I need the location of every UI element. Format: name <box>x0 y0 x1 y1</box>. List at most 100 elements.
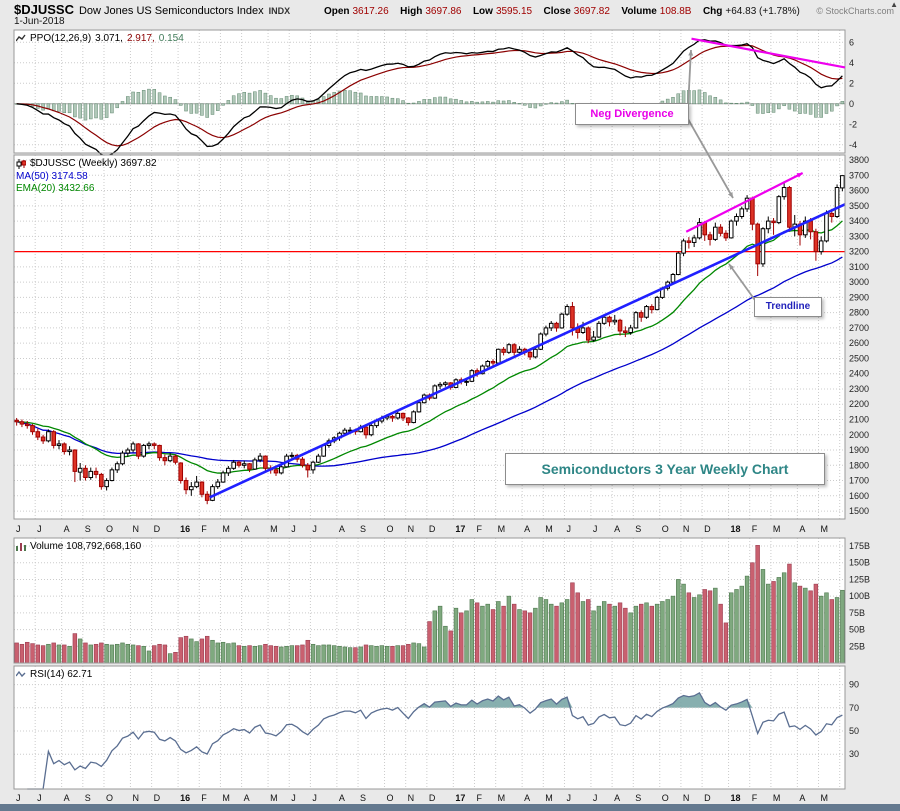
svg-text:2700: 2700 <box>849 323 869 333</box>
svg-text:2100: 2100 <box>849 414 869 424</box>
svg-text:50: 50 <box>849 726 859 736</box>
svg-text:D: D <box>429 793 436 803</box>
svg-text:O: O <box>106 524 113 534</box>
svg-text:F: F <box>201 793 207 803</box>
ppo-legend-label: PPO(12,26,9) <box>30 33 92 44</box>
svg-text:O: O <box>387 524 394 534</box>
neg-divergence-annotation: Neg Divergence <box>575 103 689 125</box>
svg-text:A: A <box>799 524 805 534</box>
svg-text:J: J <box>566 524 571 534</box>
svg-text:D: D <box>429 524 436 534</box>
chart-header: $DJUSSC Dow Jones US Semiconductors Index… <box>14 1 894 19</box>
ppo-indicator-icon <box>15 34 26 43</box>
svg-text:A: A <box>339 793 345 803</box>
close-label: Close <box>543 6 571 17</box>
svg-text:1700: 1700 <box>849 476 869 486</box>
svg-text:50B: 50B <box>849 625 865 635</box>
svg-text:M: M <box>545 524 553 534</box>
ppo-value-hist: 0.154 <box>158 33 184 44</box>
svg-text:2500: 2500 <box>849 353 869 363</box>
svg-text:6: 6 <box>849 37 854 47</box>
svg-text:18: 18 <box>731 524 741 534</box>
svg-text:A: A <box>64 524 70 534</box>
svg-text:J: J <box>312 524 317 534</box>
svg-text:F: F <box>752 524 758 534</box>
ema20-legend: EMA(20) 3432.66 <box>16 183 94 194</box>
index-name: Dow Jones US Semiconductors Index <box>78 5 264 17</box>
svg-text:A: A <box>244 524 250 534</box>
svg-text:M: M <box>773 793 781 803</box>
svg-text:M: M <box>773 524 781 534</box>
svg-text:N: N <box>683 793 690 803</box>
svg-text:A: A <box>64 793 70 803</box>
svg-text:N: N <box>683 524 690 534</box>
svg-text:M: M <box>821 524 829 534</box>
quote-block: Open 3617.26 High 3697.86 Low 3595.15 Close… <box>317 1 894 19</box>
rsi-legend: RSI(14) 62.71 <box>15 669 93 680</box>
svg-text:2400: 2400 <box>849 369 869 379</box>
svg-text:3800: 3800 <box>849 155 869 165</box>
svg-text:J: J <box>291 793 296 803</box>
svg-text:J: J <box>37 524 42 534</box>
svg-text:A: A <box>614 524 620 534</box>
svg-text:F: F <box>476 524 482 534</box>
svg-text:75B: 75B <box>849 608 865 618</box>
svg-text:S: S <box>360 524 366 534</box>
svg-text:-2: -2 <box>849 119 857 129</box>
svg-text:1600: 1600 <box>849 491 869 501</box>
svg-text:1900: 1900 <box>849 445 869 455</box>
svg-text:30: 30 <box>849 749 859 759</box>
volume-legend-label: Volume 108,792,668,160 <box>30 541 142 552</box>
open-label: Open <box>323 6 350 17</box>
svg-text:S: S <box>85 524 91 534</box>
svg-text:3400: 3400 <box>849 216 869 226</box>
chart-title-watermark: Semiconductors 3 Year Weekly Chart <box>505 453 825 485</box>
svg-text:O: O <box>387 793 394 803</box>
svg-text:A: A <box>799 793 805 803</box>
svg-text:N: N <box>408 524 415 534</box>
svg-text:A: A <box>244 793 250 803</box>
svg-text:J: J <box>312 793 317 803</box>
rsi-legend-label: RSI(14) 62.71 <box>30 669 93 680</box>
scroll-top-icon[interactable]: ▲ <box>890 0 898 9</box>
chg-label: Chg <box>702 6 723 17</box>
price-legend: $DJUSSC (Weekly) 3697.82 <box>16 158 157 169</box>
svg-text:M: M <box>821 793 829 803</box>
svg-text:16: 16 <box>180 524 190 534</box>
svg-text:-4: -4 <box>849 140 857 150</box>
svg-text:O: O <box>662 524 669 534</box>
svg-text:M: M <box>498 793 506 803</box>
svg-text:M: M <box>270 793 278 803</box>
low-value: 3595.15 <box>495 6 533 17</box>
svg-text:2000: 2000 <box>849 430 869 440</box>
svg-text:F: F <box>201 524 207 534</box>
svg-text:D: D <box>704 793 711 803</box>
svg-text:J: J <box>16 793 21 803</box>
ma50-legend-label: MA(50) 3174.58 <box>16 171 88 182</box>
svg-text:4: 4 <box>849 58 854 68</box>
svg-text:2300: 2300 <box>849 384 869 394</box>
svg-text:F: F <box>752 793 758 803</box>
svg-text:N: N <box>132 524 139 534</box>
svg-text:17: 17 <box>455 793 465 803</box>
svg-text:J: J <box>593 793 598 803</box>
svg-text:3100: 3100 <box>849 262 869 272</box>
svg-text:M: M <box>545 793 553 803</box>
svg-text:J: J <box>593 524 598 534</box>
svg-text:90: 90 <box>849 680 859 690</box>
trendline-annotation: Trendline <box>754 297 822 317</box>
svg-text:M: M <box>270 524 278 534</box>
close-value: 3697.82 <box>573 6 610 17</box>
svg-text:S: S <box>635 524 641 534</box>
svg-text:N: N <box>132 793 139 803</box>
ppo-value-signal: 2.917, <box>126 33 155 44</box>
svg-text:A: A <box>524 793 530 803</box>
chg-value: +64.83 (+1.78%) <box>725 6 800 17</box>
svg-text:16: 16 <box>180 793 190 803</box>
svg-text:D: D <box>704 524 711 534</box>
svg-text:17: 17 <box>455 524 465 534</box>
low-label: Low <box>472 6 493 17</box>
bottom-scrollbar[interactable] <box>0 804 900 811</box>
